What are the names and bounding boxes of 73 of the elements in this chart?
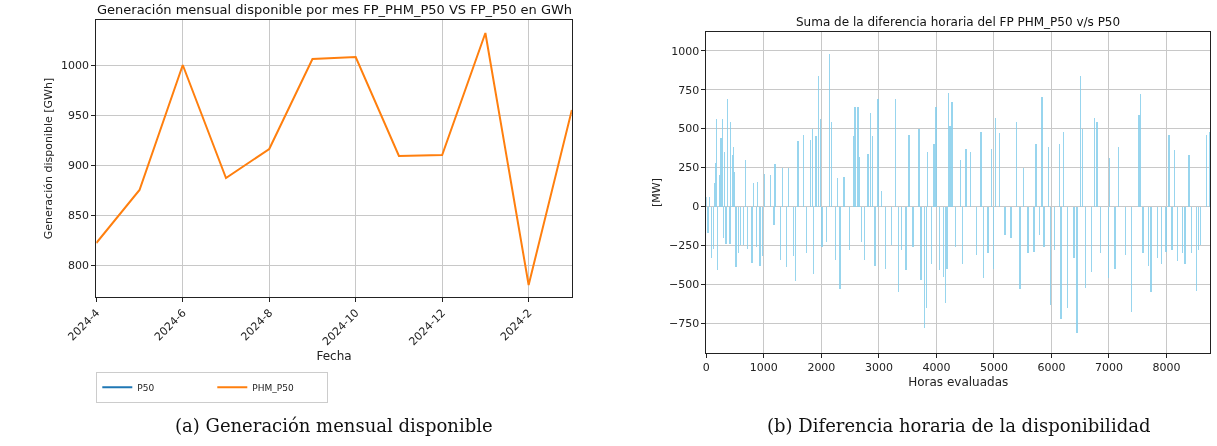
bar xyxy=(1168,135,1171,207)
bar xyxy=(707,207,710,233)
line-series xyxy=(96,32,572,286)
bar xyxy=(1114,207,1117,269)
bar xyxy=(797,141,800,207)
y-tick-label: 950 xyxy=(68,108,90,122)
x-tick-label: 4000 xyxy=(922,361,951,375)
y-tick-label: −250 xyxy=(668,239,700,253)
bar xyxy=(1027,207,1030,253)
bar xyxy=(759,207,762,266)
bar xyxy=(1033,207,1036,252)
y-axis-title: Generación disponible [GWh] xyxy=(41,77,55,240)
x-tick-label: 2000 xyxy=(807,361,836,375)
x-tick-label: 5000 xyxy=(979,361,1008,375)
text: (a) Generación mensual disponible xyxy=(175,415,493,436)
y-tick-label: 1000 xyxy=(61,58,90,72)
y-tick-label: −500 xyxy=(668,278,700,292)
y-tick-label: 250 xyxy=(678,161,700,175)
bar xyxy=(1004,207,1007,235)
bar xyxy=(920,207,923,280)
bar xyxy=(843,177,846,207)
bar xyxy=(1188,155,1191,207)
y-axis-title: [MW] xyxy=(649,178,663,207)
bar xyxy=(735,207,738,267)
bar xyxy=(1060,207,1063,319)
chart-title: Generación mensual disponible por mes FP_PHM_P50 VS FP_P50 en GWh xyxy=(97,2,573,17)
y-tick-label: 750 xyxy=(678,83,700,97)
x-tick-label: 7000 xyxy=(1094,361,1123,375)
bar xyxy=(1184,207,1187,264)
bar xyxy=(951,102,954,207)
y-tick-label: 800 xyxy=(68,258,90,272)
x-tick-label: 1000 xyxy=(749,361,778,375)
x-axis-title: Horas evaluadas xyxy=(908,375,1009,390)
x-tick-label: 6000 xyxy=(1037,361,1066,375)
bar xyxy=(821,207,824,247)
text: (b) Diferencia horaria de la disponibilidad xyxy=(767,415,1151,436)
y-tick-label: 0 xyxy=(692,200,700,214)
bar xyxy=(905,207,908,270)
bar xyxy=(1019,207,1022,289)
bar xyxy=(987,207,990,253)
bar xyxy=(935,107,938,207)
y-tick-label: 1000 xyxy=(671,44,700,58)
x-tick-label: 0 xyxy=(702,361,710,375)
bar xyxy=(1142,207,1145,253)
bar xyxy=(980,132,983,207)
bar xyxy=(1150,207,1153,292)
x-tick-label: 8000 xyxy=(1152,361,1181,375)
x-axis-title: Fecha xyxy=(316,349,352,364)
y-tick-label: −750 xyxy=(668,317,700,331)
bar xyxy=(1096,122,1099,207)
bar xyxy=(1076,207,1079,333)
y-tick-label: 850 xyxy=(68,208,90,222)
bar xyxy=(725,207,728,244)
legend-label: PHM_P50 xyxy=(252,382,294,393)
legend-label: P50 xyxy=(137,382,155,393)
chart-title: Suma de la diferencia horaria del FP PHM_P50 v/s P50 xyxy=(796,15,1121,29)
bar xyxy=(1043,207,1046,247)
bar xyxy=(1035,144,1038,207)
bar xyxy=(1041,97,1044,207)
bar xyxy=(751,207,754,263)
bar xyxy=(877,99,880,207)
bar xyxy=(1010,207,1013,238)
bar xyxy=(1171,207,1174,250)
bar xyxy=(912,207,915,247)
x-tick-label: 3000 xyxy=(864,361,893,375)
bar xyxy=(874,207,877,266)
bar xyxy=(908,135,911,207)
y-tick-label: 900 xyxy=(68,158,90,172)
bar xyxy=(839,207,842,289)
y-tick-label: 500 xyxy=(678,122,700,136)
bar xyxy=(965,149,968,207)
bar xyxy=(918,129,921,207)
bar xyxy=(1165,207,1168,252)
